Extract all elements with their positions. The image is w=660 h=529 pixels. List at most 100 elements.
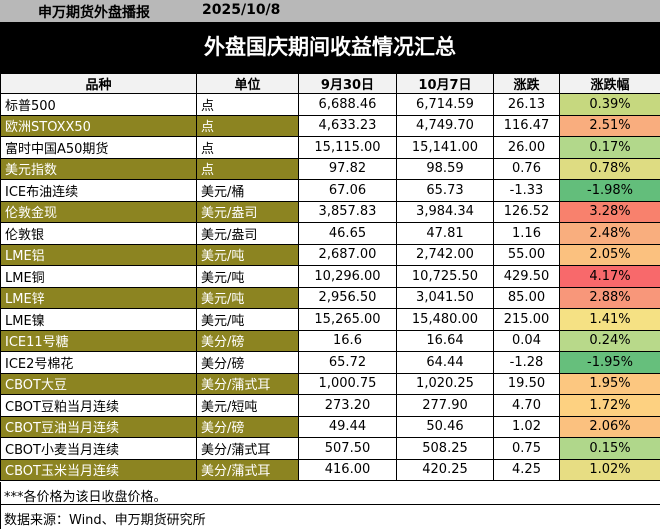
cell-sep30: 16.6 <box>298 329 397 352</box>
cell-sep30: 46.65 <box>298 222 397 245</box>
cell-name: LME铝 <box>0 243 197 266</box>
cell-name: 伦敦金现 <box>0 200 197 223</box>
cell-sep30: 67.06 <box>298 179 397 202</box>
table-body: 标普500 点 6,688.46 6,714.59 26.13 0.39% 欧洲STOXX5… <box>0 93 660 481</box>
cell-change: -1.28 <box>493 351 560 374</box>
cell-pct: 3.28% <box>559 200 660 223</box>
cell-sep30: 273.20 <box>298 394 397 417</box>
cell-pct: 1.95% <box>559 372 660 395</box>
table-row: 伦敦银 美元/盎司 46.65 47.81 1.16 2.48% <box>0 222 660 245</box>
cell-name: 伦敦银 <box>0 222 197 245</box>
cell-name: LME镍 <box>0 308 197 331</box>
table-header-row: 品种 单位 9月30日 10月7日 涨跌 涨跌幅 <box>0 73 660 94</box>
cell-sep30: 15,265.00 <box>298 308 397 331</box>
cell-name: 标普500 <box>0 93 197 116</box>
cell-change: 116.47 <box>493 114 560 137</box>
cell-oct7: 15,480.00 <box>396 308 494 331</box>
cell-sep30: 6,688.46 <box>298 93 397 116</box>
cell-sep30: 507.50 <box>298 437 397 460</box>
top-bar: 申万期货外盘播报 2025/10/8 <box>0 0 660 22</box>
cell-unit: 美分/蒲式耳 <box>196 458 299 481</box>
cell-sep30: 416.00 <box>298 458 397 481</box>
cell-oct7: 65.73 <box>396 179 494 202</box>
cell-pct: -1.95% <box>559 351 660 374</box>
footer-divider <box>0 504 660 505</box>
cell-sep30: 49.44 <box>298 415 397 438</box>
cell-name: CBOT豆粕当月连续 <box>0 394 197 417</box>
table-row: 富时中国A50期货点 15,115.00 15,141.00 26.00 0.17% <box>0 136 660 159</box>
cell-pct: 1.72% <box>559 394 660 417</box>
cell-unit: 美元/桶 <box>196 179 299 202</box>
cell-unit: 点 <box>196 136 299 159</box>
cell-oct7: 16.64 <box>396 329 494 352</box>
col-header-change: 涨跌 <box>493 73 560 94</box>
cell-pct: 2.51% <box>559 114 660 137</box>
cell-change: 0.76 <box>493 157 560 180</box>
data-source: 数据来源：Wind、申万期货研究所 <box>4 513 206 528</box>
returns-table: 品种 单位 9月30日 10月7日 涨跌 涨跌幅 标普500 点 6,688.46 6… <box>0 73 660 481</box>
cell-unit: 美元/吨 <box>196 286 299 309</box>
col-header-pct: 涨跌幅 <box>559 73 660 94</box>
table-row: 标普500 点 6,688.46 6,714.59 26.13 0.39% <box>0 93 660 116</box>
cell-sep30: 97.82 <box>298 157 397 180</box>
cell-oct7: 508.25 <box>396 437 494 460</box>
brand-label: 申万期货外盘播报 <box>38 5 150 21</box>
cell-unit: 美分/磅 <box>196 415 299 438</box>
cell-unit: 美元/吨 <box>196 308 299 331</box>
cell-pct: 0.24% <box>559 329 660 352</box>
cell-change: 4.70 <box>493 394 560 417</box>
cell-oct7: 1,020.25 <box>396 372 494 395</box>
cell-sep30: 65.72 <box>298 351 397 374</box>
cell-unit: 美分/蒲式耳 <box>196 372 299 395</box>
col-header-oct7: 10月7日 <box>396 73 494 94</box>
cell-oct7: 3,041.50 <box>396 286 494 309</box>
cell-unit: 美分/磅 <box>196 329 299 352</box>
col-header-sep30: 9月30日 <box>298 73 397 94</box>
cell-oct7: 64.44 <box>396 351 494 374</box>
cell-unit: 美分/磅 <box>196 351 299 374</box>
cell-unit: 美元/盎司 <box>196 222 299 245</box>
cell-name: 富时中国A50期货 <box>0 136 197 159</box>
cell-change: 0.04 <box>493 329 560 352</box>
table-row: 伦敦金现 美元/盎司 3,857.83 3,984.34 126.52 3.28% <box>0 200 660 223</box>
cell-pct: 2.88% <box>559 286 660 309</box>
cell-unit: 美元/吨 <box>196 243 299 266</box>
cell-oct7: 2,742.00 <box>396 243 494 266</box>
cell-pct: 1.02% <box>559 458 660 481</box>
cell-sep30: 4,633.23 <box>298 114 397 137</box>
price-note: ***各价格为该日收盘价格。 <box>4 490 167 505</box>
table-row: ICE2号棉花 美分/磅 65.72 64.44 -1.28 -1.95% <box>0 351 660 374</box>
report-date: 2025/10/8 <box>202 2 281 18</box>
cell-oct7: 277.90 <box>396 394 494 417</box>
table-row: ICE布油连续 美元/桶 67.06 65.73 -1.33 -1.98% <box>0 179 660 202</box>
cell-pct: 0.39% <box>559 93 660 116</box>
cell-sep30: 1,000.75 <box>298 372 397 395</box>
footer-left-border <box>0 482 1 529</box>
col-header-name: 品种 <box>0 73 197 94</box>
cell-unit: 点 <box>196 157 299 180</box>
cell-oct7: 47.81 <box>396 222 494 245</box>
table-row: 美元指数点 97.82 98.59 0.76 0.78% <box>0 157 660 180</box>
cell-pct: -1.98% <box>559 179 660 202</box>
cell-unit: 美元/吨 <box>196 265 299 288</box>
cell-oct7: 6,714.59 <box>396 93 494 116</box>
cell-unit: 点 <box>196 93 299 116</box>
cell-oct7: 50.46 <box>396 415 494 438</box>
table-row: CBOT豆粕当月连续 美元/短吨 273.20 277.90 4.70 1.72% <box>0 394 660 417</box>
table-row: ICE11号糖 美分/磅 16.6 16.64 0.04 0.24% <box>0 329 660 352</box>
cell-change: 55.00 <box>493 243 560 266</box>
cell-oct7: 420.25 <box>396 458 494 481</box>
cell-unit: 美分/蒲式耳 <box>196 437 299 460</box>
cell-name: LME铜 <box>0 265 197 288</box>
cell-pct: 2.48% <box>559 222 660 245</box>
cell-oct7: 3,984.34 <box>396 200 494 223</box>
cell-name: 美元指数 <box>0 157 197 180</box>
cell-name: CBOT豆油当月连续 <box>0 415 197 438</box>
cell-change: 19.50 <box>493 372 560 395</box>
cell-unit: 美元/盎司 <box>196 200 299 223</box>
cell-sep30: 3,857.83 <box>298 200 397 223</box>
cell-pct: 4.17% <box>559 265 660 288</box>
table-row: LME铝 美元/吨 2,687.00 2,742.00 55.00 2.05% <box>0 243 660 266</box>
cell-change: 0.75 <box>493 437 560 460</box>
cell-pct: 2.06% <box>559 415 660 438</box>
